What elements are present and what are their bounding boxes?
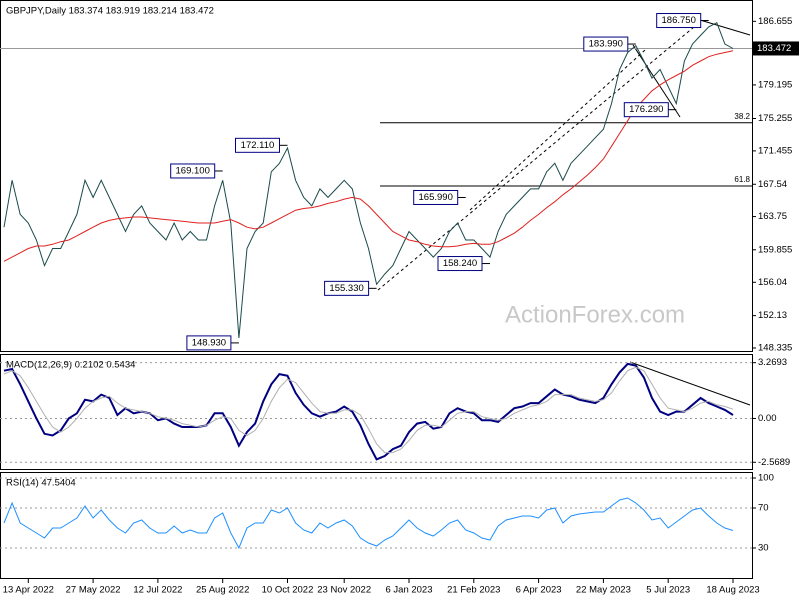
x-tick-label: 6 Jan 2023 xyxy=(385,585,432,596)
flag-line xyxy=(632,44,681,118)
annotation-box xyxy=(235,137,280,153)
x-tick-label: 27 May 2022 xyxy=(66,585,121,596)
y-tick-label: 159.855 xyxy=(758,244,792,255)
last-price-box xyxy=(753,41,799,56)
annotation-box xyxy=(324,280,370,296)
annotation-label: 169.100 xyxy=(176,165,210,176)
y-tick-label: -2.5689 xyxy=(758,457,790,468)
rsi-panel xyxy=(0,472,753,579)
annotation-box xyxy=(413,189,459,205)
annotation-box xyxy=(437,256,483,272)
x-tick-label: 6 Apr 2023 xyxy=(516,585,562,596)
series-line xyxy=(3,366,734,454)
annotation-label: 148.930 xyxy=(192,337,226,348)
annotation-label: 183.990 xyxy=(589,39,623,50)
panel-title: MACD(12,26,9) 0.2102 0.5434 xyxy=(6,360,135,371)
x-tick-label: 23 Nov 2022 xyxy=(317,585,371,596)
macd-trend-line xyxy=(629,361,751,406)
y-tick-label: 167.54 xyxy=(758,179,787,190)
panel-title: GBPJPY,Daily 183.374 183.919 183.214 183… xyxy=(6,6,214,17)
y-tick-label: 100 xyxy=(758,473,774,484)
x-tick-label: 5 Jul 2023 xyxy=(646,585,690,596)
y-tick-label: 175.255 xyxy=(758,113,792,124)
annotation-label: 165.990 xyxy=(419,192,453,203)
annotation-box xyxy=(656,13,702,29)
y-tick-label: 179.195 xyxy=(758,79,792,90)
fib-label: 38.2 xyxy=(734,112,750,121)
x-tick-label: 21 Feb 2023 xyxy=(447,585,500,596)
x-tick-label: 18 Aug 2023 xyxy=(706,585,759,596)
x-tick-label: 10 Oct 2022 xyxy=(262,585,314,596)
y-tick-label: 0.00 xyxy=(758,413,777,424)
x-tick-label: 22 May 2023 xyxy=(576,585,631,596)
x-tick-label: 12 Jul 2022 xyxy=(133,585,182,596)
y-tick-label: 163.75 xyxy=(758,211,787,222)
annotation-label: 158.240 xyxy=(443,258,477,269)
series-line xyxy=(3,50,734,262)
y-tick-label: 186.655 xyxy=(758,16,792,27)
flag-line xyxy=(699,19,751,36)
fib-label: 61.8 xyxy=(734,175,750,184)
y-tick-label: 171.455 xyxy=(758,145,792,156)
annotation-box xyxy=(170,163,216,179)
series-line xyxy=(3,497,734,550)
annotation-label: 172.110 xyxy=(241,140,275,151)
annotation-box xyxy=(623,102,669,118)
x-tick-label: 13 Apr 2022 xyxy=(3,585,54,596)
panel-title: RSI(14) 47.5404 xyxy=(6,478,76,489)
y-tick-label: 3.2693 xyxy=(758,357,787,368)
y-tick-label: 30 xyxy=(758,543,769,554)
x-tick-label: 25 Aug 2022 xyxy=(196,585,249,596)
annotation-box xyxy=(186,335,232,351)
annotation-label: 176.290 xyxy=(629,104,663,115)
y-tick-label: 156.04 xyxy=(758,277,787,288)
y-tick-label: 70 xyxy=(758,503,769,514)
price-panel xyxy=(0,0,753,352)
y-tick-label: 152.13 xyxy=(758,310,787,321)
last-price-label: 183.472 xyxy=(757,43,791,54)
series-line xyxy=(3,21,734,339)
y-tick-label: 148.335 xyxy=(758,342,792,353)
watermark: ActionForex.com xyxy=(505,301,685,328)
annotation-label: 155.330 xyxy=(329,283,363,294)
macd-panel xyxy=(0,354,753,470)
annotation-box xyxy=(583,36,629,52)
annotation-label: 186.750 xyxy=(662,15,696,26)
